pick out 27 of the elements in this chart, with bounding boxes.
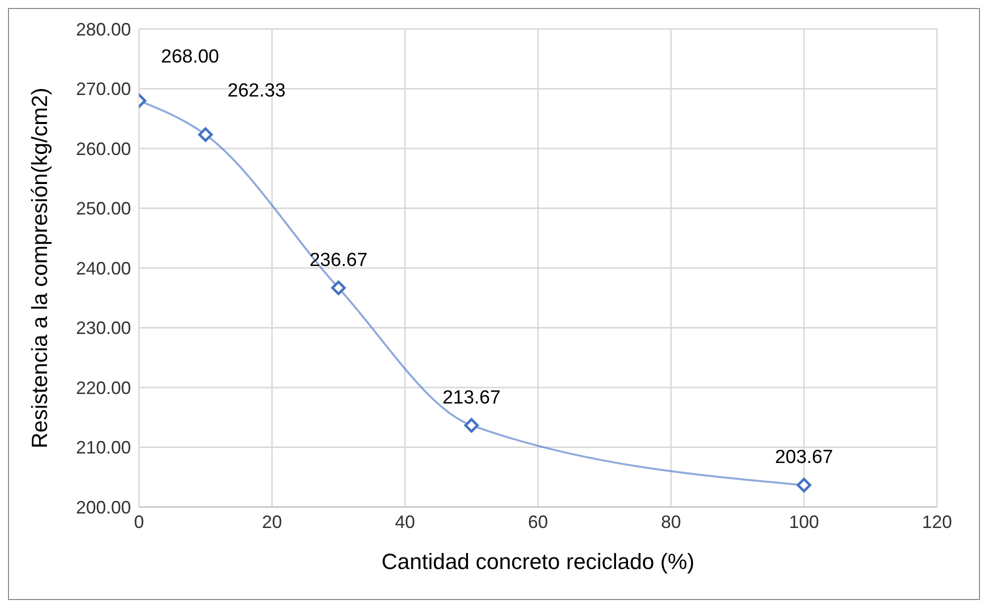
y-tick-label: 270.00: [76, 79, 131, 100]
y-tick-label: 250.00: [76, 198, 131, 219]
data-label: 268.00: [161, 46, 220, 68]
x-tick-label: 0: [134, 512, 144, 532]
data-label: 236.67: [309, 250, 368, 271]
data-label: 262.33: [228, 80, 286, 102]
y-tick-label: 280.00: [76, 19, 131, 40]
point: [464, 418, 479, 433]
x-tick-label: 40: [394, 512, 416, 532]
x-tick-label: 20: [262, 512, 282, 532]
x-tick-label: 80: [660, 512, 682, 532]
data-label: 213.67: [442, 387, 501, 408]
point: [198, 127, 213, 142]
y-tick-label: 260.00: [76, 138, 131, 159]
point: [796, 478, 812, 492]
y-tick-label: 230.00: [76, 318, 131, 338]
x-tick-label: 60: [528, 512, 548, 532]
y-tick-label: 210.00: [76, 438, 131, 458]
y-tick-label: 200.00: [76, 497, 131, 518]
x-tick-label: 120: [922, 512, 952, 532]
y-tick-label: 220.00: [76, 378, 131, 398]
point: [331, 280, 346, 296]
x-tick-label: 100: [788, 512, 820, 532]
y-tick-label: 240.00: [76, 258, 131, 278]
y-axis-title: Resistencia a la compresión(kg/cm2): [26, 88, 52, 448]
x-axis-title: Cantidad concreto reciclado (%): [381, 549, 695, 574]
data-label: 203.67: [774, 447, 834, 468]
